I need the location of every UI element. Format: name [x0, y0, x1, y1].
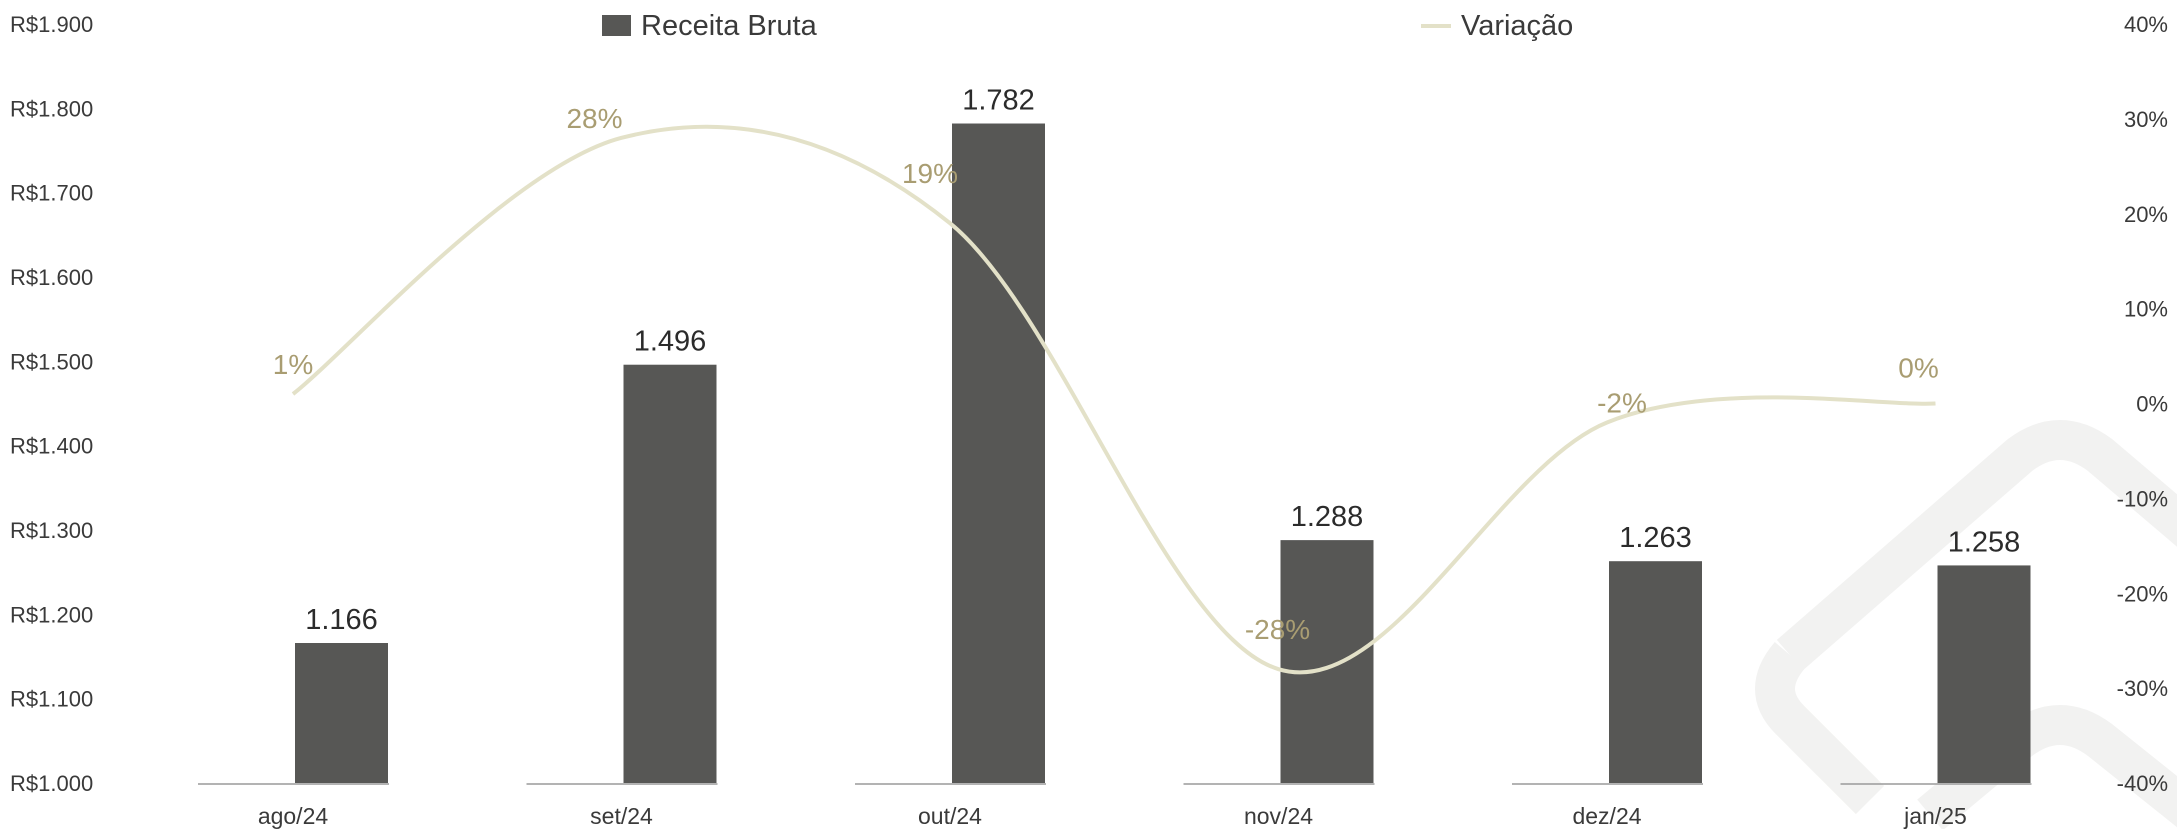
left-axis: R$1.000 R$1.100 R$1.200 R$1.300 R$1.400 R$1.5… — [10, 12, 93, 796]
x-axis: ago/24 set/24 out/24 nov/24 dez/24 jan/25 — [258, 803, 1967, 829]
line-data-label: 0% — [1898, 353, 1938, 384]
x-axis-category-label: set/24 — [590, 803, 653, 829]
x-axis-category-label: nov/24 — [1244, 803, 1313, 829]
right-axis-tick-label: -30% — [2117, 676, 2168, 701]
bar-data-label: 1.782 — [962, 85, 1035, 117]
right-axis-tick-label: 10% — [2124, 297, 2168, 322]
legend: Receita Bruta Variação — [602, 10, 1573, 42]
bar-data-label: 1.166 — [305, 604, 378, 636]
left-axis-tick-label: R$1.800 — [10, 96, 93, 121]
right-axis: -40% -30% -20% -10% 0% 10% 20% 30% 40% — [2117, 12, 2168, 796]
right-axis-tick-label: 30% — [2124, 107, 2168, 132]
bar-data-label: 1.496 — [634, 326, 707, 358]
line-data-label: 28% — [566, 103, 622, 134]
bar — [295, 643, 388, 783]
bar-data-label: 1.263 — [1619, 522, 1692, 554]
bar-data-labels: 1.166 1.496 1.782 1.288 1.263 1.258 — [305, 85, 2020, 636]
x-axis-category-label: ago/24 — [258, 803, 329, 829]
bar — [1280, 540, 1374, 783]
line-data-label: -28% — [1245, 614, 1310, 645]
left-axis-tick-label: R$1.600 — [10, 265, 93, 290]
bar-data-label: 1.258 — [1948, 526, 2021, 558]
right-axis-tick-label: 40% — [2124, 12, 2168, 37]
right-axis-tick-label: -10% — [2117, 486, 2168, 511]
line-data-label: 1% — [273, 349, 313, 380]
right-axis-tick-label: 0% — [2136, 392, 2168, 417]
bar — [1609, 561, 1702, 783]
left-axis-tick-label: R$1.700 — [10, 181, 93, 206]
x-axis-category-label: dez/24 — [1572, 803, 1641, 829]
legend-marker-square — [602, 15, 631, 36]
right-axis-tick-label: -40% — [2117, 771, 2168, 796]
x-axis-category-label: out/24 — [918, 803, 982, 829]
line-data-label: 19% — [902, 158, 958, 189]
bar — [1937, 565, 2031, 783]
left-axis-tick-label: R$1.300 — [10, 518, 93, 543]
left-axis-tick-label: R$1.500 — [10, 349, 93, 374]
left-axis-tick-label: R$1.200 — [10, 602, 93, 627]
right-axis-tick-label: 20% — [2124, 202, 2168, 227]
left-axis-tick-label: R$1.000 — [10, 771, 93, 796]
line-data-label: -2% — [1597, 387, 1647, 418]
x-axis-category-label: jan/25 — [1903, 803, 1967, 829]
line-data-labels: 1% 28% 19% -28% -2% 0% — [273, 103, 1939, 645]
legend-label: Variação — [1461, 10, 1573, 42]
bar-data-label: 1.288 — [1291, 501, 1364, 533]
line-series — [291, 124, 1936, 675]
left-axis-tick-label: R$1.900 — [10, 12, 93, 37]
right-axis-tick-label: -20% — [2117, 581, 2168, 606]
bar-series — [295, 123, 2031, 784]
bar — [623, 364, 717, 783]
bar — [952, 123, 1045, 784]
legend-label: Receita Bruta — [641, 10, 818, 42]
variation-line — [291, 124, 1936, 675]
left-axis-tick-label: R$1.400 — [10, 434, 93, 459]
left-axis-tick-label: R$1.100 — [10, 687, 93, 712]
